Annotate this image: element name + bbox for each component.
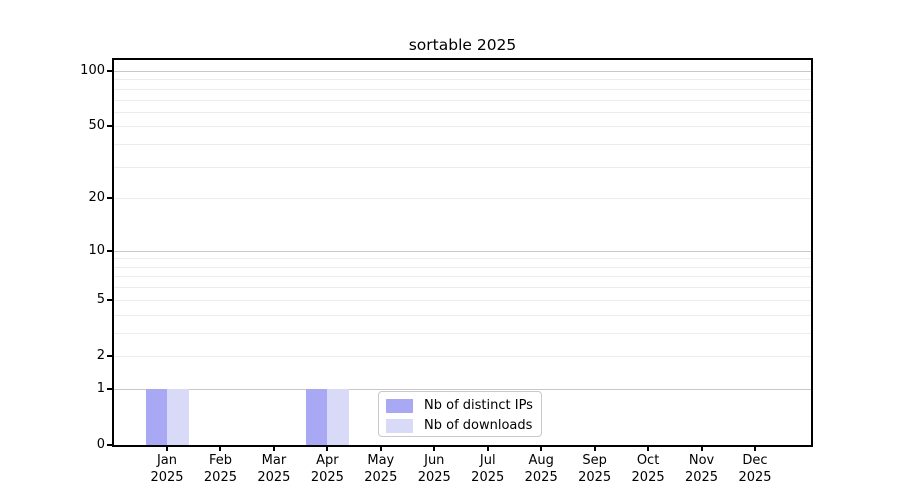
x-tick-label-year: 2025 bbox=[631, 469, 665, 485]
x-tick-label-month: Nov bbox=[688, 453, 715, 468]
x-tick bbox=[753, 447, 756, 451]
gridline-minor bbox=[114, 126, 811, 128]
x-tick bbox=[700, 447, 703, 451]
bar-jan-nb-of-downloads bbox=[167, 388, 189, 445]
x-tick bbox=[326, 447, 329, 451]
x-tick-label-month: Jan bbox=[156, 453, 178, 468]
x-tick-label: Aug 2025 bbox=[509, 453, 573, 486]
x-tick-label-month: Jun bbox=[424, 453, 445, 468]
x-tick-label-year: 2025 bbox=[417, 469, 451, 485]
x-tick bbox=[219, 447, 222, 451]
x-tick-label-month: Apr bbox=[316, 453, 339, 468]
y-tick bbox=[107, 298, 112, 301]
x-tick bbox=[166, 447, 168, 451]
gridline-major bbox=[114, 388, 811, 390]
legend-swatch bbox=[386, 418, 413, 433]
y-tick-label: 100 bbox=[80, 63, 105, 78]
x-tick-label: Oct 2025 bbox=[616, 453, 680, 486]
x-tick bbox=[593, 447, 596, 451]
x-tick-label-year: 2025 bbox=[310, 469, 344, 485]
gridline-minor bbox=[114, 258, 811, 260]
x-tick bbox=[379, 447, 382, 451]
y-tick-label: 0 bbox=[96, 437, 105, 452]
legend-item-label: Nb of downloads bbox=[424, 418, 533, 433]
y-tick bbox=[107, 387, 112, 390]
y-tick bbox=[107, 354, 112, 357]
gridline-minor bbox=[114, 314, 811, 316]
y-tick bbox=[107, 249, 112, 252]
y-tick bbox=[107, 444, 112, 446]
x-tick-label-month: Mar bbox=[261, 453, 287, 468]
x-tick-label: Nov 2025 bbox=[670, 453, 734, 486]
gridline-minor bbox=[114, 299, 811, 301]
x-tick-label-year: 2025 bbox=[364, 469, 398, 485]
x-tick-label-year: 2025 bbox=[203, 469, 237, 485]
y-tick-label: 50 bbox=[88, 118, 105, 134]
x-tick-label-year: 2025 bbox=[738, 469, 772, 485]
gridline-minor bbox=[114, 198, 811, 200]
x-tick-label-year: 2025 bbox=[471, 469, 505, 485]
legend-item: Nb of distinct IPs bbox=[386, 398, 533, 413]
y-tick-label: 2 bbox=[96, 347, 105, 363]
gridline-minor bbox=[114, 99, 811, 101]
y-tick-label: 20 bbox=[88, 190, 105, 206]
x-tick bbox=[540, 447, 543, 451]
x-tick-label-month: Dec bbox=[742, 453, 768, 468]
x-tick-label: Jun 2025 bbox=[402, 453, 466, 486]
bar-apr-nb-of-distinct-ips bbox=[305, 388, 328, 445]
x-tick-label: Jan 2025 bbox=[135, 453, 199, 486]
bar-jan-nb-of-distinct-ips bbox=[145, 388, 167, 445]
gridline-minor bbox=[114, 144, 811, 146]
x-tick-label: Jul 2025 bbox=[456, 453, 520, 486]
x-tick-label-month: Oct bbox=[636, 453, 660, 468]
x-tick-label: May 2025 bbox=[349, 453, 413, 486]
y-tick-label: 10 bbox=[88, 242, 105, 258]
gridline-minor bbox=[114, 332, 811, 334]
x-tick-label-year: 2025 bbox=[578, 469, 612, 485]
legend: Nb of distinct IPs Nb of downloads bbox=[378, 391, 542, 437]
gridline-minor bbox=[114, 266, 811, 268]
x-tick bbox=[433, 447, 436, 451]
x-tick-label-month: May bbox=[367, 453, 395, 468]
x-tick-label-year: 2025 bbox=[257, 469, 291, 485]
y-tick bbox=[107, 70, 112, 72]
y-tick-label: 1 bbox=[96, 380, 105, 396]
x-tick-label-month: Sep bbox=[582, 453, 607, 468]
chart-title: sortable 2025 bbox=[408, 36, 517, 54]
x-tick-label: Sep 2025 bbox=[563, 453, 627, 486]
x-tick-label-year: 2025 bbox=[150, 469, 184, 485]
x-tick-label: Apr 2025 bbox=[295, 453, 359, 486]
gridline-minor bbox=[114, 88, 811, 90]
gridline-minor bbox=[114, 111, 811, 113]
x-tick-label-year: 2025 bbox=[684, 469, 719, 485]
gridline-minor bbox=[114, 79, 811, 81]
x-tick-label-month: Jul bbox=[479, 453, 496, 468]
x-tick-label: Feb 2025 bbox=[188, 453, 252, 486]
gridline-minor bbox=[114, 166, 811, 168]
x-tick-label-month: Aug bbox=[528, 453, 554, 468]
gridline-minor bbox=[114, 276, 811, 278]
y-tick bbox=[107, 125, 112, 128]
legend-rows: Nb of distinct IPs Nb of downloads bbox=[386, 398, 533, 433]
gridline-minor bbox=[114, 355, 811, 357]
legend-item: Nb of downloads bbox=[386, 418, 533, 433]
y-tick-label: 5 bbox=[96, 291, 105, 307]
gridline-minor bbox=[114, 287, 811, 289]
x-tick-label-year: 2025 bbox=[524, 469, 558, 485]
x-tick bbox=[486, 447, 489, 451]
gridline-major bbox=[114, 250, 811, 252]
bar-apr-nb-of-downloads bbox=[327, 388, 349, 445]
plot-area bbox=[114, 60, 811, 445]
y-tick bbox=[107, 197, 112, 200]
x-tick-label: Mar 2025 bbox=[242, 453, 306, 486]
legend-item-label: Nb of distinct IPs bbox=[424, 398, 533, 413]
gridline-major bbox=[114, 71, 811, 72]
x-tick bbox=[647, 447, 650, 451]
x-tick-label: Dec 2025 bbox=[723, 453, 787, 486]
x-tick-label-month: Feb bbox=[208, 453, 232, 468]
legend-swatch bbox=[386, 398, 413, 413]
x-tick bbox=[272, 447, 275, 451]
